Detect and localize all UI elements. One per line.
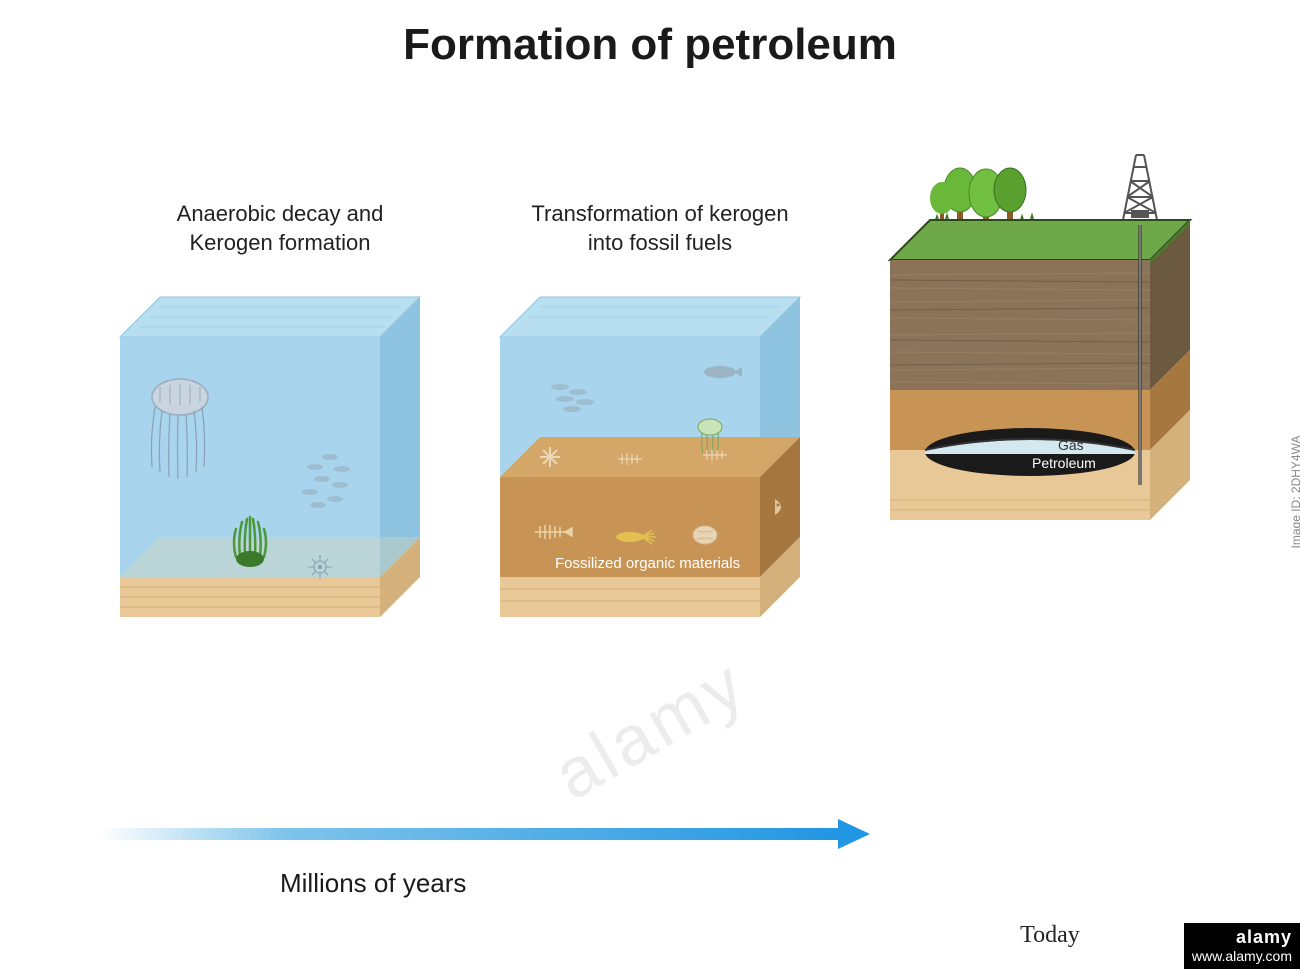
- stage-1-label: Anaerobic decay andKerogen formation: [100, 200, 460, 257]
- diagram-title: Formation of petroleum: [403, 20, 897, 70]
- trees-icon: [930, 168, 1034, 225]
- stage-2-cube: Fossilized organic materials: [480, 277, 800, 637]
- stage-3-container: Gas Petroleum Today: [870, 200, 1230, 971]
- petroleum-label: Petroleum: [1032, 455, 1096, 471]
- timeline-arrow-icon: [100, 819, 870, 849]
- stage-3-label: Today: [870, 920, 1230, 951]
- watermark-corner: alamy www.alamy.com: [1184, 923, 1300, 969]
- stage-1-container: Anaerobic decay andKerogen formation: [100, 200, 460, 637]
- fossil-label: Fossilized organic materials: [555, 555, 740, 572]
- watermark-id: Image ID: 2DHY4WA: [1289, 435, 1300, 548]
- watermark-corner-brand: alamy: [1236, 927, 1292, 947]
- watermark-brand: alamy: [540, 643, 759, 816]
- gas-label: Gas: [1058, 437, 1084, 453]
- oil-derrick-icon: [1122, 155, 1158, 225]
- stage-1-cube: [100, 277, 420, 637]
- stage-2-container: Transformation of kerogeninto fossil fue…: [480, 200, 840, 637]
- timeline-label: Millions of years: [280, 868, 466, 899]
- stage-2-label: Transformation of kerogeninto fossil fue…: [480, 200, 840, 257]
- watermark-site: www.alamy.com: [1192, 948, 1292, 965]
- stage-3-cube: Gas Petroleum: [870, 140, 1190, 500]
